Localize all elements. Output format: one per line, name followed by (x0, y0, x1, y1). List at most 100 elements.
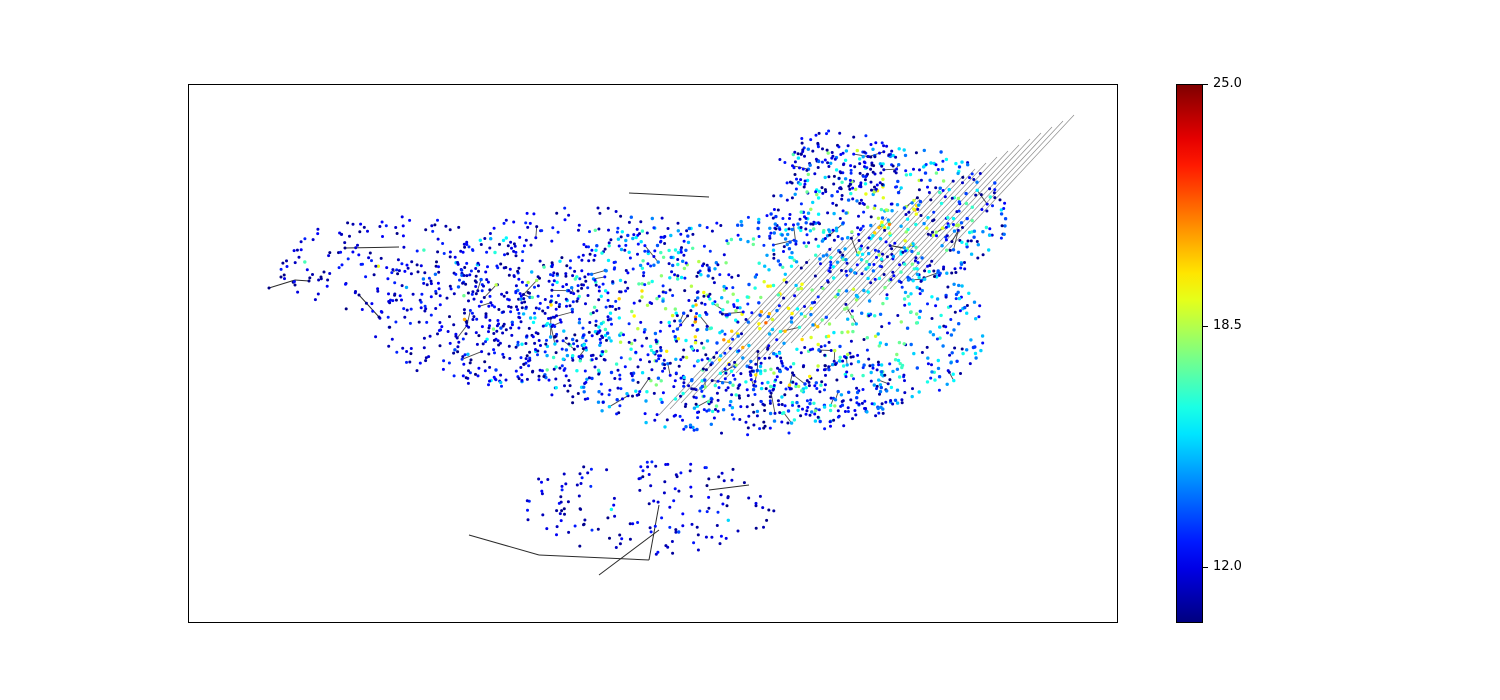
network-node (797, 325, 802, 329)
network-node (540, 369, 544, 373)
network-node (770, 327, 775, 332)
network-node (704, 353, 708, 357)
network-node (750, 369, 754, 373)
network-node (548, 335, 553, 339)
network-node (638, 488, 642, 492)
network-node (475, 317, 479, 321)
network-node (779, 194, 783, 198)
network-node (474, 331, 478, 335)
network-node (796, 408, 800, 412)
network-node (629, 347, 633, 351)
network-node (343, 246, 347, 250)
network-node (919, 178, 923, 182)
network-node (909, 310, 913, 314)
network-node (659, 397, 663, 402)
network-node (823, 364, 827, 368)
network-node (795, 400, 799, 405)
network-node (914, 245, 918, 249)
network-node (359, 262, 363, 266)
network-node (586, 397, 590, 401)
network-node (618, 533, 622, 537)
network-node (668, 288, 672, 292)
network-node (556, 294, 560, 298)
network-node (735, 298, 740, 303)
network-node (502, 322, 506, 326)
network-node (952, 229, 957, 233)
network-node (661, 299, 665, 303)
network-node (691, 425, 695, 430)
network-node (840, 330, 844, 335)
network-node (897, 163, 901, 167)
network-node (740, 332, 743, 336)
network-node (896, 314, 900, 317)
network-node (533, 285, 536, 289)
network-node (615, 412, 619, 416)
network-node (684, 355, 689, 360)
network-node (856, 353, 860, 357)
network-node (487, 330, 490, 334)
network-node (917, 203, 921, 207)
network-node (354, 246, 358, 250)
network-node (806, 172, 810, 177)
network-node (796, 287, 800, 291)
network-node (676, 250, 681, 255)
network-node (715, 524, 719, 527)
colorbar-tick-label: 18.5 (1213, 318, 1242, 333)
network-node (660, 516, 664, 520)
network-node (773, 222, 777, 226)
network-node (752, 423, 756, 427)
network-node (840, 197, 844, 201)
network-node (782, 250, 785, 253)
network-node (890, 149, 894, 153)
network-node (555, 332, 559, 336)
network-node (802, 241, 806, 245)
network-node (832, 330, 836, 335)
network-node (550, 288, 554, 292)
network-node (679, 394, 682, 398)
network-node (716, 379, 720, 383)
network-node (963, 261, 966, 264)
network-node (793, 173, 797, 176)
network-node (624, 269, 628, 272)
network-node (866, 172, 869, 176)
network-node (772, 252, 776, 256)
network-node (730, 406, 735, 410)
network-node (879, 257, 884, 261)
network-node (978, 172, 982, 175)
network-edge (699, 315, 711, 329)
network-node (346, 257, 350, 261)
network-node (829, 263, 833, 267)
network-node (462, 242, 466, 246)
network-edge (538, 554, 650, 561)
network-node (632, 233, 636, 237)
network-node (489, 237, 493, 241)
network-node (655, 296, 659, 301)
network-node (846, 235, 850, 240)
network-node (789, 264, 794, 268)
network-node (918, 168, 921, 172)
network-node (832, 182, 836, 186)
network-node (626, 271, 630, 275)
network-node (863, 399, 867, 403)
network-node (861, 366, 865, 370)
network-node (437, 287, 441, 291)
network-node (846, 406, 850, 410)
network-node (682, 253, 686, 257)
network-node (730, 329, 734, 333)
network-node (828, 266, 832, 270)
network-node (851, 417, 854, 421)
network-node (980, 334, 985, 338)
network-node (865, 348, 869, 352)
network-node (694, 303, 698, 307)
network-node (931, 333, 936, 337)
network-node (645, 336, 649, 340)
network-node (632, 301, 636, 305)
network-node (902, 342, 906, 346)
network-node (628, 522, 632, 526)
network-node (877, 363, 881, 367)
network-node (479, 277, 483, 282)
network-node (606, 298, 610, 302)
network-node (639, 240, 643, 244)
network-node (539, 344, 542, 347)
network-node (965, 245, 969, 249)
